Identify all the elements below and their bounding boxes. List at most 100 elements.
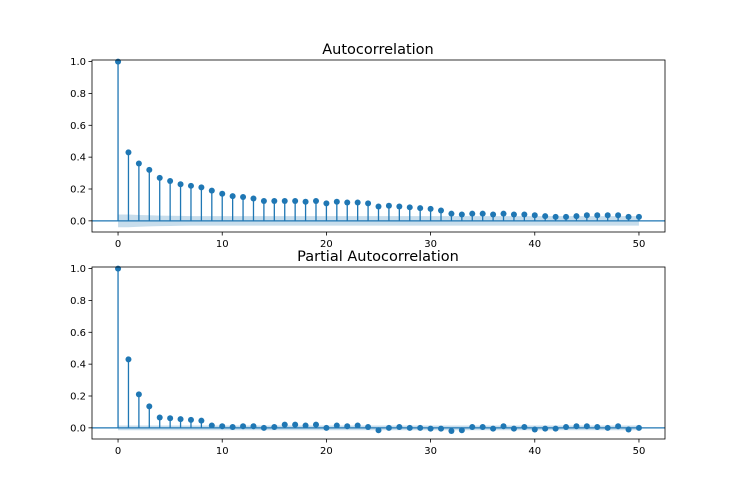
acf-point-lag-35: [479, 210, 486, 217]
acf-point-lag-23: [354, 199, 361, 206]
acf-x-tick-label-20: 20: [320, 239, 333, 250]
pacf-point-lag-31: [438, 425, 445, 432]
pacf-point-lag-36: [490, 425, 497, 432]
pacf-x-tick-label-20: 20: [320, 446, 333, 457]
pacf-axes-frame: [91, 266, 666, 440]
partial-autocorrelation-title: Partial Autocorrelation: [297, 249, 459, 265]
acf-y-tick-label-4: 0.8: [70, 89, 86, 100]
acf-point-lag-49: [625, 213, 632, 220]
acf-x-tick-label-40: 40: [528, 239, 541, 250]
acf-x-tick-label-10: 10: [216, 239, 229, 250]
acf-point-lag-22: [344, 199, 351, 206]
acf-point-lag-24: [365, 200, 372, 207]
acf-point-lag-45: [583, 212, 590, 219]
pacf-y-tick-label-3: 0.6: [70, 328, 86, 339]
acf-point-lag-31: [438, 207, 445, 214]
acf-point-lag-0: [115, 58, 122, 65]
acf-point-lag-21: [333, 198, 340, 205]
acf-point-lag-14: [260, 197, 267, 204]
acf-y-tick-label-2: 0.4: [70, 153, 86, 164]
acf-point-lag-43: [563, 213, 570, 220]
pacf-point-lag-35: [479, 424, 486, 431]
acf-point-lag-33: [458, 211, 465, 218]
pacf-point-lag-41: [542, 425, 549, 432]
pacf-point-lag-0: [115, 265, 122, 272]
acf-point-lag-29: [417, 205, 424, 212]
pacf-point-lag-12: [240, 423, 247, 430]
pacf-point-lag-21: [333, 422, 340, 429]
pacf-point-lag-24: [365, 424, 372, 431]
pacf-point-lag-5: [167, 415, 174, 422]
pacf-point-lag-48: [615, 423, 622, 430]
acf-point-lag-11: [229, 193, 236, 200]
pacf-point-lag-40: [531, 426, 538, 433]
pacf-point-lag-6: [177, 416, 184, 423]
pacf-point-lag-29: [417, 424, 424, 431]
pacf-point-lag-16: [281, 421, 288, 428]
pacf-point-lag-13: [250, 423, 257, 430]
pacf-point-lag-32: [448, 428, 455, 435]
pacf-point-lag-18: [302, 422, 309, 429]
pacf-point-lag-38: [510, 425, 517, 432]
pacf-point-lag-49: [625, 426, 632, 433]
pacf-point-lag-25: [375, 427, 382, 434]
acf-point-lag-12: [240, 193, 247, 200]
pacf-point-lag-8: [198, 417, 205, 424]
pacf-point-lag-15: [271, 424, 278, 431]
acf-point-lag-32: [448, 210, 455, 217]
pacf-y-tick-label-0: 0.0: [70, 423, 86, 434]
acf-point-lag-8: [198, 184, 205, 191]
pacf-point-lag-4: [156, 414, 163, 421]
pacf-point-lag-14: [260, 424, 267, 431]
pacf-y-tick-label-4: 0.8: [70, 296, 86, 307]
pacf-x-tick-label-10: 10: [216, 446, 229, 457]
acf-point-lag-2: [135, 160, 142, 167]
pacf-point-lag-34: [469, 424, 476, 431]
acf-point-lag-37: [500, 210, 507, 217]
acf-axes-frame: [91, 59, 666, 233]
pacf-x-tick-label-30: 30: [424, 446, 437, 457]
acf-point-lag-9: [208, 187, 215, 194]
acf-y-tick-label-1: 0.2: [70, 185, 86, 196]
pacf-point-lag-11: [229, 424, 236, 431]
pacf-y-tick-label-2: 0.4: [70, 360, 86, 371]
acf-point-lag-17: [292, 197, 299, 204]
acf-point-lag-44: [573, 213, 580, 220]
acf-point-lag-39: [521, 211, 528, 218]
acf-point-lag-30: [427, 205, 434, 212]
pacf-point-lag-23: [354, 422, 361, 429]
pacf-point-lag-26: [385, 424, 392, 431]
pacf-point-lag-10: [219, 423, 226, 430]
acf-point-lag-19: [312, 197, 319, 204]
acf-point-lag-46: [594, 212, 601, 219]
acf-point-lag-18: [302, 198, 309, 205]
acf-point-lag-36: [490, 211, 497, 218]
acf-x-tick-label-0: 0: [115, 239, 121, 250]
pacf-point-lag-44: [573, 423, 580, 430]
pacf-point-lag-30: [427, 425, 434, 432]
acf-point-lag-38: [510, 211, 517, 218]
pacf-point-lag-19: [312, 421, 319, 428]
acf-x-tick-label-30: 30: [424, 239, 437, 250]
pacf-point-lag-7: [187, 416, 194, 423]
acf-point-lag-50: [635, 213, 642, 220]
acf-y-tick-label-3: 0.6: [70, 121, 86, 132]
acf-point-lag-7: [187, 182, 194, 189]
pacf-point-lag-20: [323, 424, 330, 431]
pacf-point-lag-1: [125, 356, 132, 363]
autocorrelation-panel: Autocorrelation 0 10 20 30 40 50 0.0 0.2 0.4 0.6 0…: [70, 42, 666, 250]
acf-point-lag-40: [531, 212, 538, 219]
pacf-point-lag-28: [406, 424, 413, 431]
pacf-point-lag-46: [594, 424, 601, 431]
pacf-point-lag-37: [500, 423, 507, 430]
acf-y-tick-label-0: 0.0: [70, 216, 86, 227]
pacf-point-lag-39: [521, 424, 528, 431]
acf-point-lag-10: [219, 190, 226, 197]
acf-point-lag-48: [615, 212, 622, 219]
acf-point-lag-4: [156, 174, 163, 181]
pacf-point-lag-42: [552, 425, 559, 432]
pacf-point-lag-22: [344, 423, 351, 430]
pacf-point-lag-2: [135, 391, 142, 398]
acf-point-lag-41: [542, 213, 549, 220]
acf-y-tick-label-5: 1.0: [70, 57, 86, 68]
